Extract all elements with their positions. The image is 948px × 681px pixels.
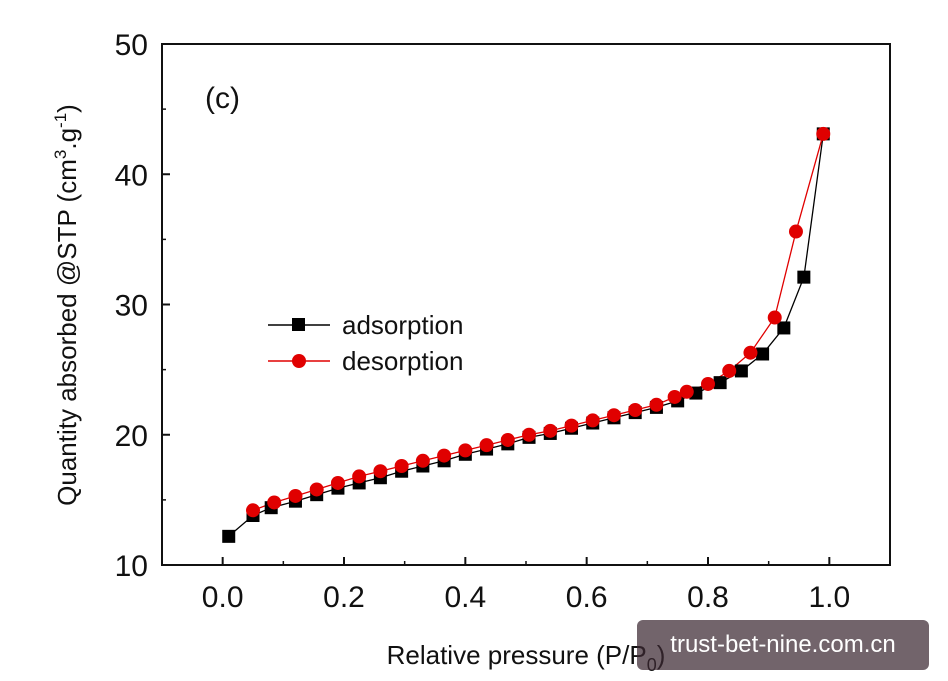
desorption-point [415, 453, 430, 468]
y-tick-label: 10 [115, 550, 148, 583]
legend: adsorption desorption [268, 310, 463, 376]
y-tick-label: 30 [115, 290, 148, 323]
x-tick-label: 0.0 [202, 581, 244, 614]
desorption-point [564, 418, 579, 433]
y-axis-title-close: ) [52, 104, 82, 113]
desorption-point [722, 363, 737, 378]
desorption-point [288, 488, 303, 503]
series-layer [222, 126, 831, 543]
desorption-point [373, 464, 388, 479]
x-tick-label: 0.4 [444, 581, 486, 614]
desorption-point [606, 408, 621, 423]
y-tick-label: 50 [115, 29, 148, 62]
adsorption-point [713, 376, 727, 390]
desorption-point [458, 443, 473, 458]
adsorption-point [777, 321, 791, 335]
desorption-point [701, 376, 715, 391]
y-axis-title-sup2: -1 [51, 113, 70, 128]
x-axis-ticks: 0.0 0.2 0.4 0.6 0.8 1.0 [161, 557, 891, 614]
adsorption-line [228, 133, 824, 537]
x-axis-title-main: Relative pressure (P/P [387, 640, 647, 670]
legend-label-desorption: desorption [342, 346, 463, 376]
desorption-point [767, 310, 782, 325]
x-tick-label: 0.8 [687, 581, 729, 614]
adsorption-point [797, 270, 811, 284]
y-axis-title-mid: .g [52, 128, 82, 150]
adsorption-point [756, 347, 770, 361]
x-axis-title: Relative pressure (P/P0) [387, 640, 666, 675]
desorption-point [788, 224, 803, 239]
desorption-point [246, 503, 260, 518]
adsorption-point [734, 364, 748, 378]
desorption-point [309, 482, 324, 497]
legend-marker-adsorption [292, 318, 305, 331]
y-tick-label: 40 [115, 159, 148, 192]
watermark: trust-bet-nine.com.cn [637, 620, 929, 670]
desorption-point [522, 427, 537, 442]
desorption-point [267, 495, 282, 510]
plot-frame [161, 43, 891, 566]
y-axis-title-sup1: 3 [51, 150, 70, 159]
desorption-point [585, 413, 600, 428]
desorption-point [543, 423, 558, 438]
desorption-point [679, 384, 694, 399]
desorption-point [500, 432, 515, 447]
desorption-point [743, 345, 758, 360]
desorption-point [649, 397, 664, 412]
desorption-point [628, 403, 643, 418]
y-axis-title-main: Quantity absorbed @STP (cm [52, 159, 82, 506]
adsorption-point [222, 529, 236, 543]
desorption-point [394, 459, 409, 474]
y-axis-ticks: 10 20 30 40 50 [115, 29, 170, 583]
legend-label-adsorption: adsorption [342, 310, 463, 340]
x-tick-label: 1.0 [808, 581, 850, 614]
desorption-point [352, 469, 367, 484]
x-tick-label: 0.6 [566, 581, 608, 614]
desorption-line [252, 133, 824, 511]
desorption-point [667, 389, 682, 404]
desorption-point [816, 126, 831, 141]
desorption-point [479, 438, 494, 453]
legend-marker-desorption [292, 354, 306, 368]
y-axis-title: Quantity absorbed @STP (cm3.g-1) [51, 104, 82, 506]
panel-label: (c) [205, 82, 240, 115]
x-tick-label: 0.2 [323, 581, 365, 614]
desorption-point [437, 448, 452, 463]
desorption-point [330, 475, 345, 490]
y-tick-label: 20 [115, 420, 148, 453]
